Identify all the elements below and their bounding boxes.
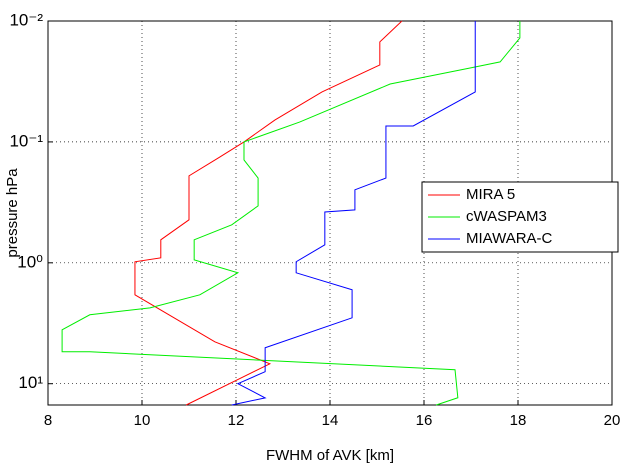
- x-tick-label: 8: [44, 412, 52, 429]
- y-tick-label: 10⁰: [17, 252, 43, 271]
- y-axis-label: pressure hPa: [4, 168, 21, 258]
- series-line: [134, 20, 403, 406]
- y-tick-label: 10¹: [18, 373, 43, 392]
- series-line: [231, 21, 476, 406]
- y-tick-label: 10⁻²: [9, 10, 43, 29]
- x-tick-label: 14: [322, 412, 339, 429]
- legend-label: MIRA 5: [466, 186, 515, 203]
- x-tick-label: 18: [510, 412, 527, 429]
- y-tick-label: 10⁻¹: [9, 131, 43, 150]
- series-line: [61, 21, 521, 406]
- x-axis-label: FWHM of AVK [km]: [266, 447, 394, 464]
- legend-label: cWASPAM3: [466, 208, 547, 225]
- x-tick-label: 20: [604, 412, 621, 429]
- x-tick-label: 10: [134, 412, 151, 429]
- x-tick-label: 16: [416, 412, 433, 429]
- legend-label: MIAWARA-C: [466, 230, 553, 247]
- x-tick-label: 12: [228, 412, 245, 429]
